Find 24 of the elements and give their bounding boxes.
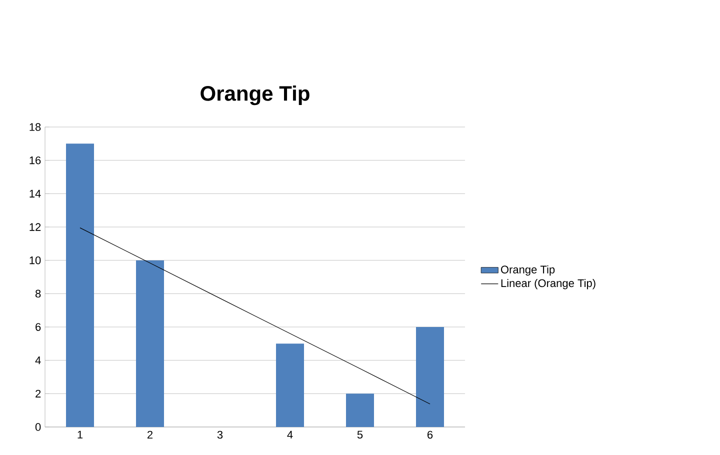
x-tick-label: 6: [428, 430, 433, 439]
y-tick-label: 4: [35, 356, 41, 364]
y-tick-label: 12: [30, 223, 41, 231]
bar: [346, 394, 374, 427]
y-tick-label: 18: [30, 123, 41, 131]
x-tick-label: 5: [357, 430, 363, 439]
y-tick-label: 14: [30, 190, 41, 198]
legend-label: Orange Tip: [500, 265, 555, 276]
bar: [416, 326, 444, 427]
y-tick-label: 6: [36, 323, 41, 331]
bar: [66, 144, 94, 427]
x-tick-label: 4: [287, 430, 293, 438]
y-tick-label: 8: [35, 290, 41, 298]
y-tick-label: 2: [36, 390, 41, 398]
bar: [276, 344, 304, 427]
x-tick-label: 3: [217, 430, 223, 439]
x-tick-label: 2: [148, 430, 153, 439]
y-tick-label: 10: [30, 256, 41, 264]
y-tick-label: 16: [30, 156, 41, 164]
chart-title: Orange Tip: [200, 85, 310, 106]
y-tick-label: 0: [35, 423, 41, 431]
legend-label: Linear (Orange Tip): [501, 278, 596, 290]
bar: [136, 260, 164, 427]
x-tick-label: 1: [78, 430, 83, 438]
